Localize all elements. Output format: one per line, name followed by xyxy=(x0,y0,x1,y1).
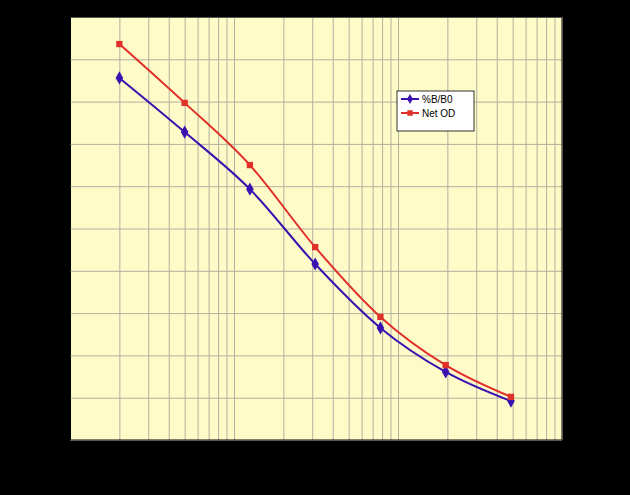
grid-line xyxy=(70,271,562,272)
x-axis xyxy=(71,17,563,441)
grid-line xyxy=(70,398,562,399)
marker xyxy=(508,394,514,400)
series-group xyxy=(116,41,515,408)
grid-line xyxy=(70,229,562,230)
legend-label: Net OD xyxy=(422,108,455,119)
tick xyxy=(70,229,562,230)
marker xyxy=(311,257,319,270)
series-line xyxy=(119,78,511,401)
legend-box xyxy=(397,91,474,131)
chart: %B/B0 Net OD xyxy=(0,0,630,495)
plot: %B/B0 Net OD xyxy=(70,17,563,441)
tick xyxy=(70,144,562,145)
marker xyxy=(181,100,187,106)
grid-line xyxy=(70,186,562,187)
tick xyxy=(70,59,562,60)
tick xyxy=(70,398,562,399)
grid-line xyxy=(70,59,562,60)
tick xyxy=(70,271,562,272)
plot-frame xyxy=(70,17,562,440)
plot-background xyxy=(70,17,562,440)
axis-line xyxy=(71,18,563,441)
legend-marker xyxy=(407,110,412,115)
marker xyxy=(181,125,189,138)
marker xyxy=(443,362,449,368)
grid-line xyxy=(70,355,562,356)
marker xyxy=(116,71,124,84)
marker xyxy=(116,41,122,47)
marker xyxy=(507,395,515,408)
grid-line xyxy=(70,102,562,103)
y-axis xyxy=(70,18,562,441)
tick xyxy=(70,102,562,103)
grid-line xyxy=(70,313,562,314)
tick xyxy=(70,355,562,356)
legend: %B/B0 Net OD xyxy=(397,91,474,131)
marker xyxy=(377,321,385,334)
legend-label: %B/B0 xyxy=(422,94,453,105)
tick xyxy=(70,313,562,314)
marker xyxy=(312,244,318,250)
tick xyxy=(70,186,562,187)
marker xyxy=(247,162,253,168)
marker xyxy=(246,183,254,196)
marker xyxy=(377,314,383,320)
axis-line xyxy=(71,17,563,441)
series-line xyxy=(119,44,511,397)
legend-marker xyxy=(407,94,413,104)
grid-line xyxy=(70,144,562,145)
